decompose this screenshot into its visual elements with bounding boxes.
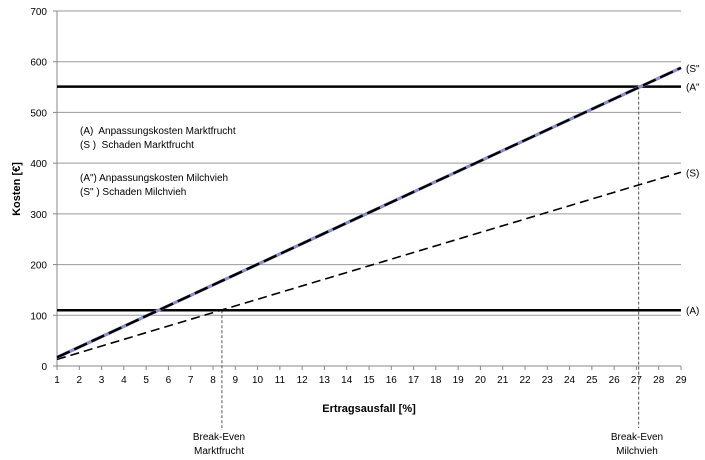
break-even-annotations: Break-Even Marktfrucht Break-Even Milchv…	[193, 432, 663, 457]
x-tick-label: 6	[166, 375, 172, 386]
y-tick-label: 700	[30, 7, 47, 18]
x-tick-label: 12	[297, 375, 309, 386]
x-tick-label: 18	[430, 375, 442, 386]
series-end-labels: (A) (S) (A" (S"	[686, 64, 700, 317]
x-tick-label: 29	[675, 375, 687, 386]
series-lines	[56, 66, 682, 361]
x-tick-label: 8	[210, 375, 216, 386]
break-even-guides	[221, 86, 640, 428]
x-tick-label: 24	[564, 375, 576, 386]
series-end-label: (S"	[686, 64, 700, 75]
y-tick-label: 0	[41, 362, 47, 373]
y-tick-label: 200	[30, 261, 47, 272]
x-tick-label: 3	[99, 375, 105, 386]
y-tick-label: 600	[30, 58, 47, 69]
legend-note-a2: (A") Anpassungskosten Milchvieh	[80, 173, 228, 184]
annotation-marktfrucht-line1: Break-Even	[193, 432, 245, 443]
y-tick-label: 500	[30, 108, 47, 119]
x-tick-label: 10	[252, 375, 264, 386]
y-tick-label: 100	[30, 311, 47, 322]
x-tick-label: 19	[453, 375, 465, 386]
y-tick-labels: 0 100 200 300 400 500 600 700	[30, 7, 47, 373]
x-tick-label: 2	[77, 375, 83, 386]
x-tick-label: 25	[586, 375, 598, 386]
annotation-milchvieh-line2: Milchvieh	[616, 446, 658, 457]
legend-note-s: (S ) Schaden Marktfrucht	[80, 140, 194, 151]
series-line-3	[56, 66, 682, 359]
x-tick-labels: 1 2 3 4 5 6 7 8 9 10 11 12 13 14 15 16 17 18 19 20 21 22 23 24 2…	[54, 375, 687, 386]
x-tick-label: 13	[319, 375, 331, 386]
x-axis-title: Ertragsausfall [%]	[322, 403, 416, 415]
x-tick-label: 15	[363, 375, 375, 386]
series-end-label: (A"	[686, 83, 700, 94]
series-end-label: (S)	[686, 168, 699, 179]
legend-notes: (A) Anpassungskosten Marktfrucht (S ) Sc…	[80, 126, 236, 198]
y-axis-title: Kosten [€]	[11, 162, 23, 216]
legend-note-s2: (S" ) Schaden Milchvieh	[80, 187, 186, 198]
x-tick-label: 27	[631, 375, 643, 386]
x-tick-label: 1	[54, 375, 60, 386]
y-tick-label: 400	[30, 159, 47, 170]
x-tick-label: 22	[519, 375, 531, 386]
y-tick-label: 300	[30, 210, 47, 221]
series-line-1	[56, 171, 682, 361]
x-tick-label: 7	[188, 375, 194, 386]
x-tick-label: 26	[609, 375, 621, 386]
axes	[56, 11, 681, 367]
x-tick-label: 20	[475, 375, 487, 386]
x-tick-label: 9	[233, 375, 239, 386]
x-tick-label: 14	[341, 375, 353, 386]
annotation-milchvieh-line1: Break-Even	[611, 432, 663, 443]
x-tick-label: 17	[408, 375, 420, 386]
annotation-marktfrucht-line2: Marktfrucht	[194, 446, 244, 457]
x-tick-label: 28	[653, 375, 665, 386]
x-tick-label: 4	[121, 375, 127, 386]
series-end-label: (A)	[686, 306, 699, 317]
x-tick-label: 16	[386, 375, 398, 386]
x-tick-label: 11	[275, 375, 286, 386]
legend-note-a: (A) Anpassungskosten Marktfrucht	[80, 126, 236, 137]
x-tick-label: 21	[497, 375, 509, 386]
x-tick-label: 5	[143, 375, 149, 386]
x-tick-label: 23	[542, 375, 554, 386]
